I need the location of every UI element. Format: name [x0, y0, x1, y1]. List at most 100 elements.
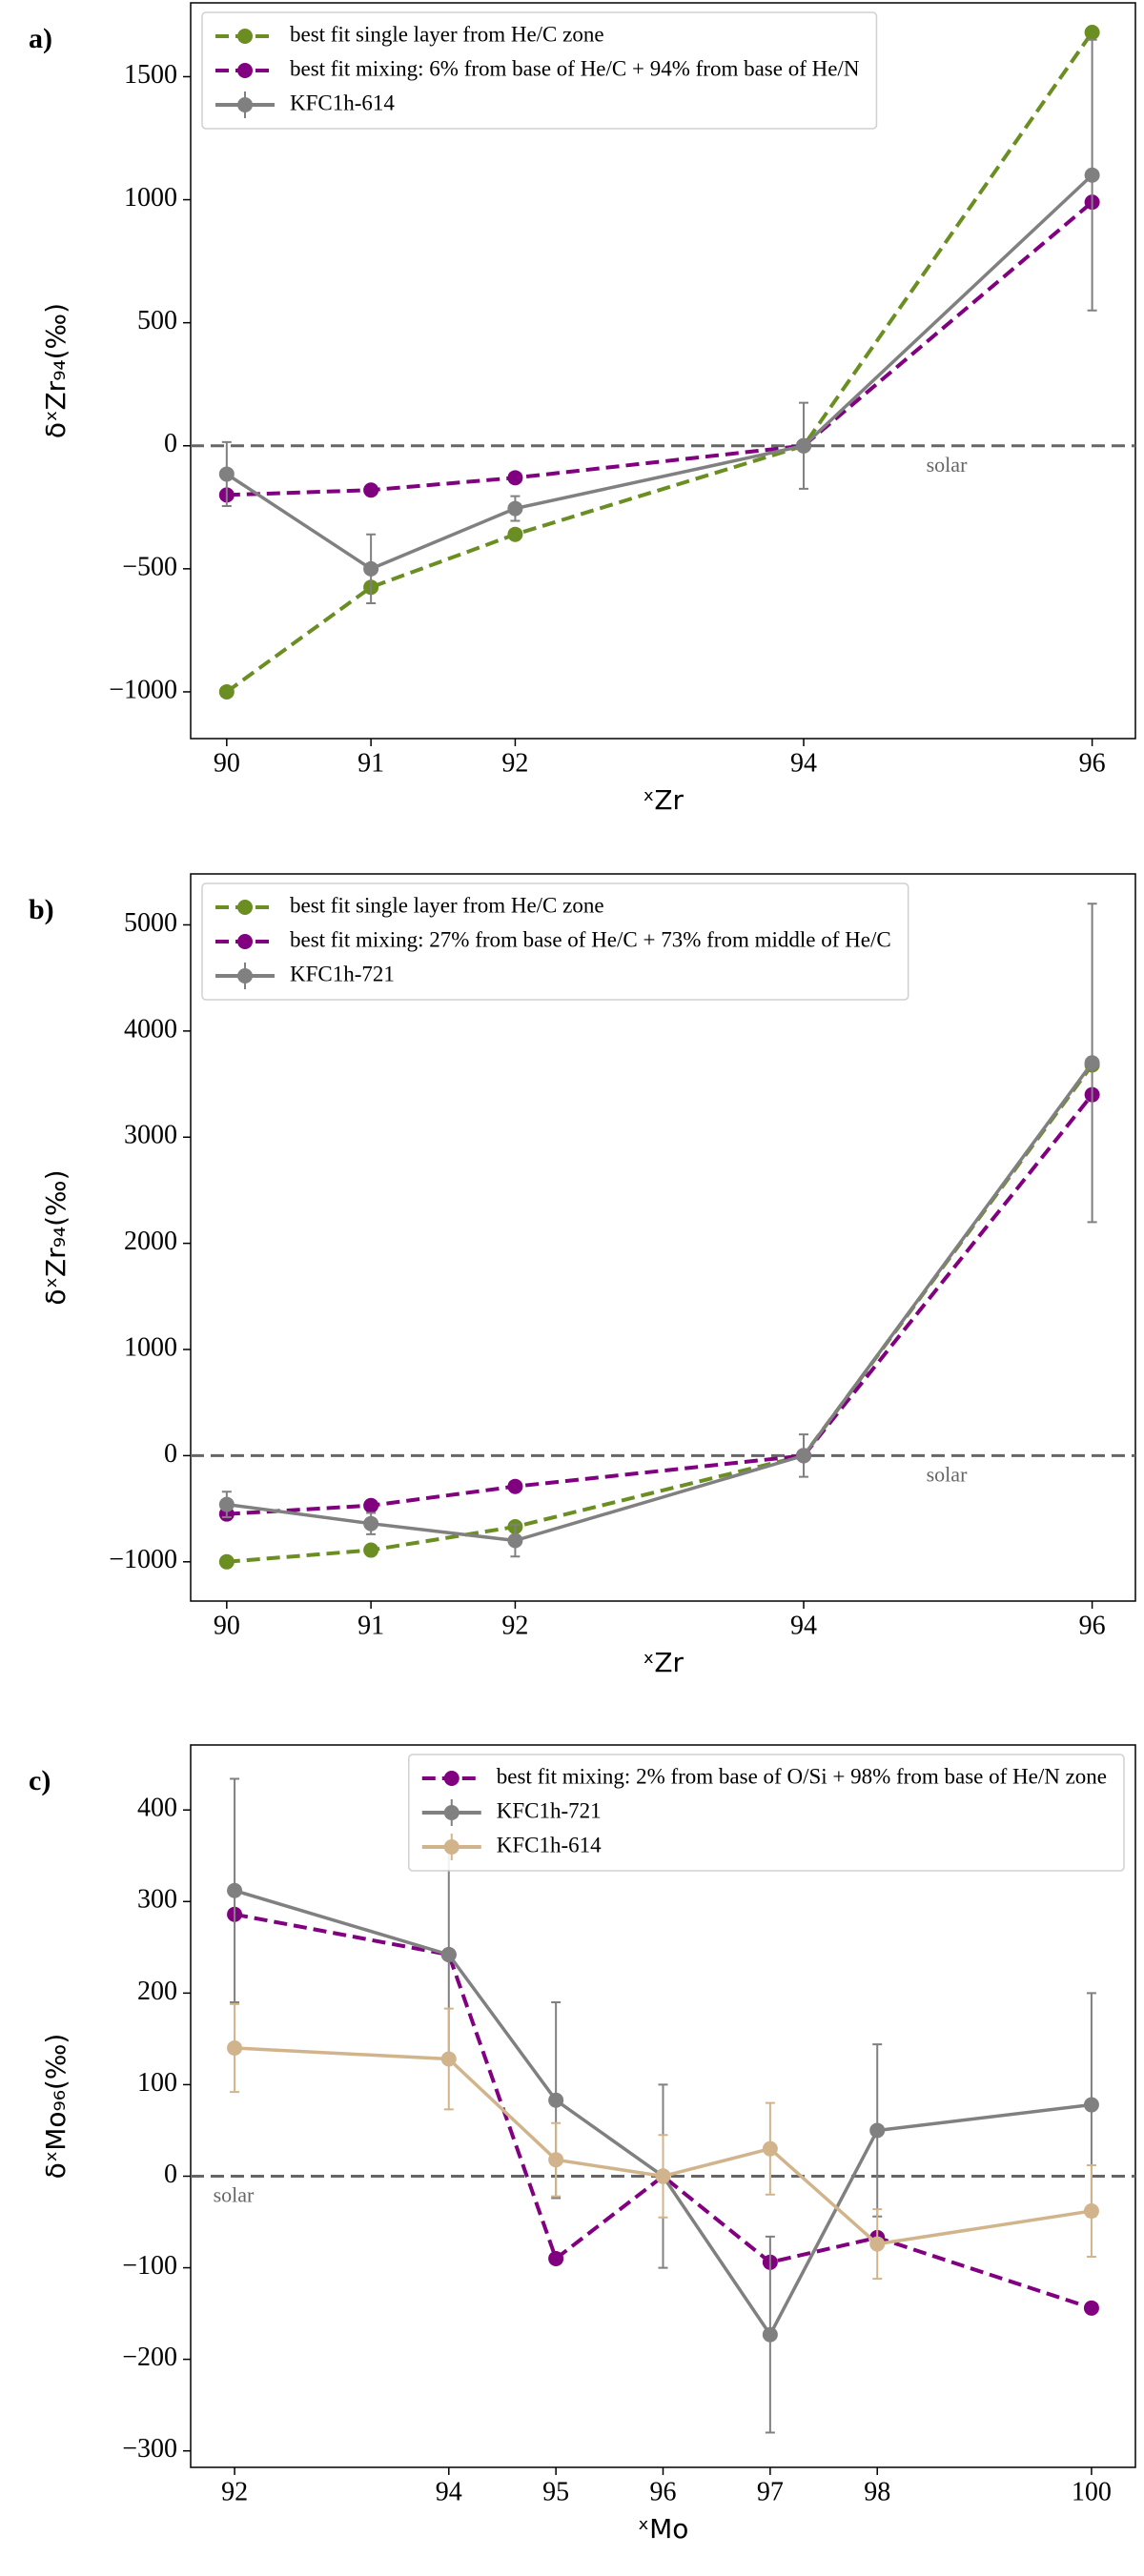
y-tick-label: 1500 — [124, 60, 177, 90]
annotation: solar — [927, 453, 968, 477]
series-line — [225, 30, 1094, 694]
legend-marker — [237, 63, 253, 78]
data-point — [440, 2051, 457, 2067]
legend-marker — [237, 934, 253, 949]
y-tick-label: 4000 — [124, 1014, 177, 1044]
x-tick-label: 96 — [650, 2477, 677, 2506]
legend-box — [201, 11, 878, 130]
x-tick-label: 98 — [864, 2477, 890, 2506]
data-point — [507, 1478, 523, 1494]
y-tick-label: 1000 — [124, 183, 177, 213]
data-point — [363, 1497, 379, 1513]
series-line — [226, 200, 1093, 497]
legend-marker — [237, 29, 253, 44]
y-tick-label: −100 — [122, 2251, 177, 2281]
data-point — [796, 437, 812, 454]
data-point — [218, 683, 235, 700]
data-point — [1084, 167, 1100, 183]
y-axis-label: δˣMo₉₆(‰) — [40, 2034, 72, 2180]
y-tick-label: 100 — [137, 2068, 177, 2098]
data-point — [218, 1553, 235, 1570]
legend-label: KFC1h-614 — [497, 1833, 602, 1856]
panel-label: c) — [29, 1765, 51, 1796]
y-tick-label: −1000 — [109, 675, 177, 704]
x-tick-label: 90 — [214, 748, 240, 778]
legend-label: best fit mixing: 27% from base of He/C +… — [290, 927, 891, 951]
series-line — [225, 173, 1093, 571]
data-point — [440, 1947, 457, 1963]
data-point — [507, 500, 523, 517]
x-tick-label: 91 — [358, 1611, 384, 1640]
legend-label: best fit single layer from He/C zone — [290, 22, 604, 46]
x-tick-label: 96 — [1079, 1611, 1106, 1640]
x-tick-label: 90 — [214, 1611, 240, 1640]
panel: c) −300 −200 −100 0 100 200 300 400 92 94 95 96 97 98 1… — [29, 1744, 1136, 2545]
data-point — [218, 466, 235, 482]
data-point — [507, 470, 523, 486]
legend-label: best fit single layer from He/C zone — [290, 893, 604, 917]
y-tick-label: 400 — [137, 1794, 177, 1823]
data-point — [363, 1542, 379, 1558]
y-tick-label: 200 — [137, 1977, 177, 2006]
x-tick-label: 94 — [790, 1611, 817, 1640]
panel: a) −1000 −500 0 500 1000 1500 90 91 92 94 96 ˣZr δˣZr… — [29, 2, 1136, 816]
x-tick-label: 91 — [358, 748, 384, 778]
panel-label: a) — [29, 23, 52, 54]
legend-marker — [443, 1805, 460, 1820]
y-tick-label: −300 — [122, 2434, 177, 2464]
y-tick-label: −1000 — [109, 1545, 177, 1574]
x-axis-label: ˣMo — [638, 2513, 689, 2545]
y-tick-label: −200 — [122, 2343, 177, 2372]
annotation: solar — [927, 1462, 968, 1486]
data-point — [548, 2092, 564, 2108]
data-point — [548, 2152, 564, 2168]
x-tick-label: 97 — [757, 2477, 784, 2506]
y-tick-label: 0 — [164, 1439, 177, 1469]
data-point — [548, 2250, 564, 2266]
y-tick-label: 0 — [164, 2160, 177, 2189]
panel: b) −1000 0 1000 2000 3000 4000 5000 90 91 92 94 96 ˣZ… — [29, 873, 1136, 1678]
legend-label: best fit mixing: 2% from base of O/Si + … — [497, 1764, 1107, 1788]
x-tick-label: 92 — [501, 1611, 528, 1640]
legend: best fit single layer from He/C zone best… — [201, 11, 878, 130]
legend-marker — [443, 1771, 460, 1786]
data-point — [762, 2140, 778, 2157]
x-axis-label: ˣZr — [643, 1647, 684, 1678]
x-tick-label: 100 — [1072, 2477, 1112, 2506]
legend-marker — [237, 900, 253, 915]
y-tick-label: 3000 — [124, 1121, 177, 1150]
legend-label: KFC1h-721 — [497, 1798, 602, 1822]
legend: best fit single layer from He/C zone best… — [201, 882, 909, 1001]
y-tick-label: 0 — [164, 429, 177, 458]
plot-area — [190, 873, 1136, 1602]
legend-label: KFC1h-614 — [290, 91, 395, 114]
data-point — [762, 2326, 778, 2343]
x-tick-label: 94 — [790, 748, 817, 778]
legend: best fit mixing: 2% from base of O/Si + … — [408, 1754, 1125, 1872]
y-axis-label: δˣZr₉₄(‰) — [40, 1169, 72, 1305]
data-point — [507, 1532, 523, 1549]
annotation: solar — [214, 2183, 255, 2207]
x-tick-label: 96 — [1079, 748, 1106, 778]
data-point — [227, 1882, 243, 1898]
data-point — [363, 560, 379, 577]
x-tick-label: 95 — [542, 2477, 569, 2506]
data-point — [655, 2168, 671, 2184]
panel-label: b) — [29, 894, 54, 925]
data-point — [218, 1496, 235, 1512]
data-point — [1083, 2203, 1099, 2220]
y-tick-label: 1000 — [124, 1332, 177, 1362]
data-point — [227, 2039, 243, 2056]
data-point — [1084, 1055, 1100, 1071]
legend-marker — [443, 1839, 460, 1855]
series-line — [226, 1093, 1094, 1516]
x-tick-label: 94 — [436, 2477, 462, 2506]
data-point — [1083, 2300, 1099, 2316]
x-tick-label: 92 — [221, 2477, 248, 2506]
data-point — [507, 526, 523, 542]
legend-marker — [237, 97, 253, 112]
x-tick-label: 92 — [501, 748, 528, 778]
legend-box — [408, 1754, 1125, 1872]
y-tick-label: 500 — [137, 306, 177, 335]
